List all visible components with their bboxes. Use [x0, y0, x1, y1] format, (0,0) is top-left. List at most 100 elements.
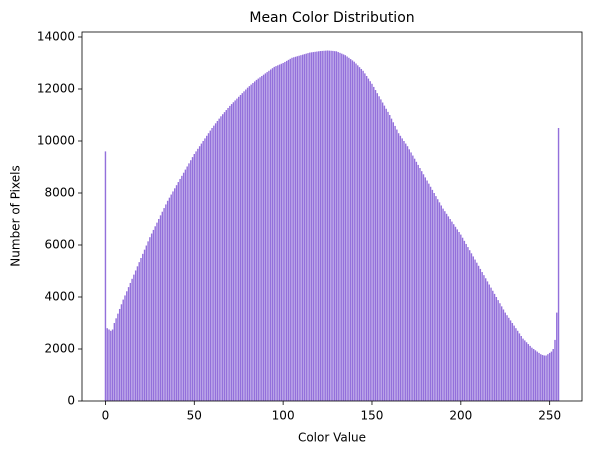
x-tick-label: 250	[538, 409, 561, 423]
bar	[346, 56, 348, 402]
bar	[403, 140, 405, 401]
bar	[444, 211, 446, 401]
bar	[147, 241, 149, 401]
bar	[353, 61, 355, 402]
bar	[149, 237, 151, 401]
bar	[246, 87, 249, 401]
bar	[541, 354, 544, 401]
bar	[126, 291, 128, 401]
bar	[278, 64, 281, 401]
bar	[229, 105, 231, 401]
bar	[525, 342, 528, 401]
bar	[294, 56, 297, 402]
bar	[454, 226, 457, 401]
bar	[556, 312, 558, 401]
bar	[108, 329, 110, 401]
bar	[524, 340, 526, 401]
bar	[264, 73, 267, 402]
bar	[472, 256, 474, 401]
bar	[362, 70, 364, 401]
y-tick-label: 4000	[44, 289, 75, 303]
bar	[291, 57, 293, 401]
bar	[184, 169, 187, 401]
bar	[275, 66, 277, 402]
bar	[143, 249, 146, 401]
bar	[369, 81, 371, 402]
bar	[378, 96, 380, 402]
bar	[509, 320, 512, 401]
bar	[280, 63, 283, 401]
bar	[433, 192, 435, 401]
y-tick-label: 12000	[37, 81, 75, 95]
bar	[545, 355, 547, 401]
bar	[550, 351, 553, 401]
bar	[335, 51, 338, 401]
bar	[136, 266, 139, 401]
bar	[309, 52, 311, 402]
bar	[476, 262, 478, 401]
bar	[227, 107, 229, 402]
bar	[127, 287, 130, 401]
bar	[516, 330, 519, 401]
bar	[163, 208, 165, 401]
bar	[500, 306, 503, 401]
bar	[321, 50, 323, 402]
bar	[277, 65, 279, 401]
bar	[536, 351, 538, 401]
bar	[269, 69, 272, 402]
bar	[238, 96, 240, 402]
bar	[515, 328, 517, 401]
bar	[531, 347, 533, 401]
bar	[554, 339, 556, 401]
bar	[394, 125, 396, 402]
bar	[230, 104, 233, 402]
bar	[552, 348, 554, 401]
bar	[211, 127, 213, 401]
bar	[271, 68, 274, 402]
bar	[520, 335, 522, 401]
bar	[120, 304, 123, 401]
x-axis-label: Color Value	[298, 431, 366, 445]
bar	[502, 309, 505, 401]
bar	[182, 172, 185, 401]
bar	[504, 312, 506, 401]
y-tick-label: 8000	[44, 185, 75, 199]
bar	[316, 51, 318, 401]
bar	[365, 75, 368, 401]
bar	[341, 53, 343, 401]
bar	[310, 52, 313, 402]
bar	[540, 354, 542, 401]
bar	[296, 56, 299, 402]
bar	[470, 253, 473, 401]
bar	[188, 163, 190, 401]
bar	[337, 52, 339, 401]
bar	[417, 164, 419, 401]
bar	[255, 79, 258, 401]
bar	[449, 218, 451, 401]
bar	[204, 138, 206, 402]
bar	[463, 240, 466, 401]
bar	[140, 257, 142, 401]
bar	[351, 60, 354, 402]
x-tick-label: 200	[449, 409, 472, 423]
bar	[483, 275, 485, 401]
bar	[248, 86, 251, 401]
bar	[218, 118, 220, 401]
bar	[213, 125, 215, 402]
bar	[154, 226, 156, 401]
bar	[305, 53, 307, 401]
bar	[312, 52, 315, 401]
bar	[495, 296, 498, 401]
bar	[118, 308, 121, 401]
bar	[253, 81, 256, 402]
bar	[207, 133, 210, 401]
bar	[168, 197, 171, 401]
bar	[266, 72, 268, 402]
bar	[181, 175, 183, 401]
bar	[447, 216, 450, 401]
bar	[518, 333, 521, 401]
bar	[191, 157, 194, 401]
bar	[150, 233, 153, 401]
bar	[435, 196, 437, 401]
bar	[538, 352, 540, 401]
